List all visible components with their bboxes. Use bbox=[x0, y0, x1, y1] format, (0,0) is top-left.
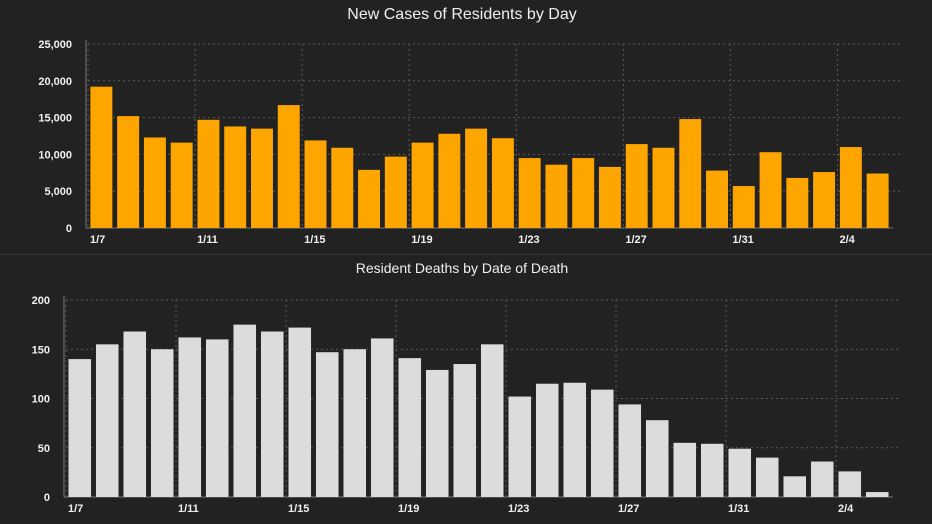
x-tick-label: 1/7 bbox=[90, 234, 105, 246]
new-cases-chart: New Cases of Residents by Day 0 5,000 10,0… bbox=[38, 6, 901, 246]
bar[interactable] bbox=[117, 116, 140, 228]
bar[interactable] bbox=[865, 492, 889, 497]
bar[interactable] bbox=[95, 344, 119, 497]
bar[interactable] bbox=[480, 344, 504, 497]
x-tick-label: 1/11 bbox=[178, 503, 199, 515]
y-tick-label: 200 bbox=[32, 295, 50, 307]
bar[interactable] bbox=[618, 404, 642, 497]
bar[interactable] bbox=[288, 327, 312, 497]
x-tick-label: 1/31 bbox=[728, 503, 749, 515]
bar[interactable] bbox=[233, 324, 257, 497]
bar[interactable] bbox=[700, 443, 724, 497]
bar[interactable] bbox=[673, 442, 697, 497]
bar[interactable] bbox=[438, 133, 461, 228]
bar[interactable] bbox=[590, 389, 614, 497]
bar[interactable] bbox=[572, 158, 595, 228]
bar[interactable] bbox=[465, 128, 488, 228]
x-tick-label: 2/4 bbox=[838, 503, 854, 515]
x-tick-label: 1/23 bbox=[518, 234, 539, 246]
x-tick-label: 1/11 bbox=[197, 234, 218, 246]
bar[interactable] bbox=[411, 142, 434, 228]
y-tick-label: 100 bbox=[32, 394, 50, 406]
y-tick-label: 150 bbox=[32, 344, 50, 356]
bar[interactable] bbox=[759, 152, 782, 228]
bar[interactable] bbox=[384, 156, 407, 228]
bar[interactable] bbox=[728, 448, 752, 497]
y-tick-label: 0 bbox=[44, 492, 50, 504]
y-tick-label: 50 bbox=[38, 443, 50, 455]
bar[interactable] bbox=[123, 331, 147, 497]
x-tick-label: 1/19 bbox=[411, 234, 432, 246]
y-tick-label: 15,000 bbox=[38, 113, 72, 125]
bar[interactable] bbox=[518, 158, 541, 228]
y-tick-label: 5,000 bbox=[44, 186, 72, 198]
new-cases-chart-panel: New Cases of Residents by Day 0 5,000 10,0… bbox=[0, 0, 932, 255]
bar[interactable] bbox=[545, 164, 568, 228]
bar[interactable] bbox=[143, 137, 166, 228]
bar[interactable] bbox=[304, 140, 327, 228]
bar[interactable] bbox=[625, 144, 648, 228]
bar[interactable] bbox=[68, 359, 92, 497]
bar[interactable] bbox=[260, 331, 284, 497]
y-tick-label: 0 bbox=[66, 223, 72, 235]
bar[interactable] bbox=[224, 126, 247, 228]
bar[interactable] bbox=[755, 457, 779, 497]
chart-divider bbox=[0, 254, 932, 255]
bar[interactable] bbox=[370, 338, 394, 497]
bar[interactable] bbox=[732, 186, 755, 228]
bar[interactable] bbox=[315, 352, 339, 497]
bar[interactable] bbox=[813, 172, 836, 228]
x-tick-label: 1/31 bbox=[732, 234, 753, 246]
bar[interactable] bbox=[535, 383, 559, 497]
bar[interactable] bbox=[652, 147, 675, 228]
x-tick-label: 1/23 bbox=[508, 503, 529, 515]
bar[interactable] bbox=[491, 138, 514, 228]
bar[interactable] bbox=[277, 105, 300, 228]
x-tick-label: 1/15 bbox=[288, 503, 309, 515]
bar[interactable] bbox=[706, 170, 728, 228]
x-tick-label: 1/19 bbox=[398, 503, 419, 515]
deaths-chart: Resident Deaths by Date of Death 0 50 100 1… bbox=[32, 260, 901, 515]
chart-title: New Cases of Residents by Day bbox=[347, 6, 576, 23]
bar[interactable] bbox=[866, 173, 889, 228]
chart-title: Resident Deaths by Date of Death bbox=[356, 260, 568, 276]
bar[interactable] bbox=[598, 166, 621, 228]
bar[interactable] bbox=[251, 128, 273, 228]
x-tick-label: 1/7 bbox=[68, 503, 83, 515]
y-tick-label: 20,000 bbox=[38, 76, 72, 88]
bar[interactable] bbox=[358, 169, 381, 228]
bar[interactable] bbox=[839, 147, 862, 228]
bar[interactable] bbox=[90, 86, 113, 228]
bar[interactable] bbox=[178, 337, 202, 497]
bar[interactable] bbox=[563, 382, 587, 497]
bar[interactable] bbox=[508, 396, 532, 497]
bar[interactable] bbox=[679, 119, 702, 228]
bar[interactable] bbox=[197, 119, 220, 228]
bar[interactable] bbox=[645, 420, 669, 497]
bar[interactable] bbox=[205, 339, 229, 497]
bar[interactable] bbox=[838, 471, 862, 497]
bar[interactable] bbox=[453, 364, 477, 497]
x-tick-label: 1/15 bbox=[304, 234, 325, 246]
bar[interactable] bbox=[150, 349, 174, 497]
bar[interactable] bbox=[398, 358, 422, 497]
bar[interactable] bbox=[783, 476, 807, 497]
y-tick-label: 10,000 bbox=[38, 149, 72, 161]
bar[interactable] bbox=[425, 369, 449, 497]
bar[interactable] bbox=[343, 349, 367, 497]
deaths-chart-panel: Resident Deaths by Date of Death 0 50 100 1… bbox=[0, 256, 932, 524]
bar[interactable] bbox=[170, 142, 193, 228]
bar[interactable] bbox=[810, 461, 834, 497]
bar[interactable] bbox=[331, 147, 354, 228]
x-tick-label: 1/27 bbox=[618, 503, 639, 515]
y-tick-label: 25,000 bbox=[38, 39, 72, 51]
bar[interactable] bbox=[786, 177, 809, 228]
x-tick-label: 2/4 bbox=[839, 234, 855, 246]
x-tick-label: 1/27 bbox=[625, 234, 646, 246]
